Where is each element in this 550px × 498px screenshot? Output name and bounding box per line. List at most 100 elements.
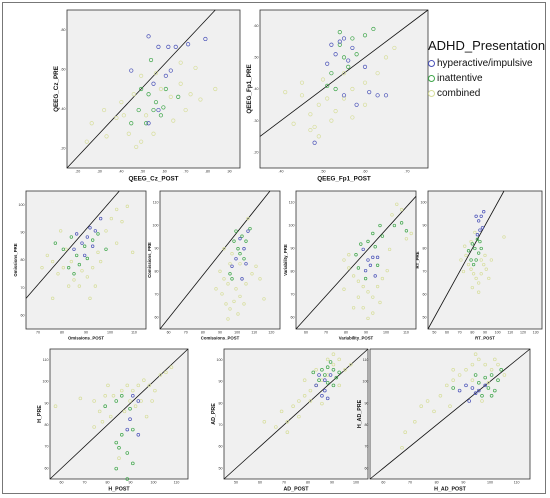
point-combined (125, 383, 130, 388)
point-combined (130, 250, 135, 255)
legend-label-inattentive: inattentive (437, 73, 483, 84)
x-axis-label: Omissions_POST (68, 335, 104, 340)
x-tick-label: .40 (119, 170, 124, 174)
point-combined (356, 279, 361, 283)
y-tick-label: 90 (155, 247, 159, 251)
y-tick-label: 60 (219, 445, 223, 449)
point-combined (230, 252, 234, 256)
point-hyperactive-impulsive (325, 61, 330, 66)
y-tick-label: 60 (45, 466, 49, 470)
point-inattentive (404, 229, 409, 233)
point-combined (343, 368, 347, 372)
point-combined (351, 274, 356, 278)
point-combined (463, 244, 467, 248)
x-axis-label: RT_POST (475, 335, 495, 340)
y-tick-label: 90 (291, 247, 295, 251)
point-combined (151, 131, 156, 136)
point-combined (477, 281, 481, 285)
reference-line-comissions-pre (159, 190, 271, 330)
plot-area-comissions-pre (159, 190, 281, 330)
point-hyperactive-impulsive (203, 36, 208, 42)
point-combined (153, 71, 159, 76)
point-combined (228, 307, 232, 311)
point-inattentive (148, 57, 154, 63)
x-tick-label: .70 (405, 170, 410, 174)
point-combined (466, 262, 471, 267)
point-combined (77, 284, 82, 288)
point-hyperactive-impulsive (483, 383, 487, 388)
scatter-plot-variability: 60 70 80 90 100 110 60 70 80 90 100 110 Variability_… (283, 190, 417, 340)
y-tick-label: 50 (219, 466, 223, 470)
point-combined (40, 265, 44, 270)
legend-marker-hyperactive (428, 60, 435, 67)
point-combined (98, 259, 103, 264)
point-combined (493, 357, 497, 362)
x-tick-label: 80 (106, 481, 110, 485)
point-combined (331, 362, 336, 367)
x-tick-label: 80 (306, 481, 310, 485)
point-combined (90, 265, 95, 270)
point-hyperactive-impulsive (337, 39, 342, 44)
x-tick-label: 100 (353, 481, 359, 485)
x-tick-label: 110 (131, 331, 137, 335)
point-combined (285, 420, 290, 424)
point-combined (459, 258, 463, 262)
x-axis-label: QEEG_Fp1_POST (317, 175, 371, 182)
point-combined (395, 202, 399, 206)
point-combined (342, 258, 346, 262)
point-combined (158, 86, 164, 92)
x-tick-label: 70 (282, 481, 286, 485)
point-combined (254, 264, 258, 268)
point-hyperactive-impulsive (346, 58, 351, 63)
point-combined (302, 378, 307, 382)
point-hyperactive-impulsive (475, 233, 480, 237)
y-tick-label: .60 (254, 24, 259, 28)
point-combined (361, 284, 365, 289)
point-hyperactive-impulsive (361, 247, 365, 252)
point-combined (114, 241, 119, 245)
point-combined (214, 287, 218, 291)
x-tick-label: 90 (364, 331, 368, 335)
y-tick-label: 60 (365, 466, 369, 470)
point-combined (469, 267, 473, 271)
point-inattentive (125, 451, 130, 455)
y-tick-label: .30 (254, 119, 259, 123)
point-combined (451, 378, 455, 382)
point-hyperactive-impulsive (477, 388, 481, 393)
y-tick-label: 90 (365, 401, 369, 405)
point-combined (119, 100, 124, 105)
point-combined (169, 365, 174, 369)
point-combined (400, 446, 404, 450)
point-combined (473, 352, 478, 356)
x-tick-label: 110 (174, 481, 180, 485)
point-combined (308, 388, 313, 393)
y-tick-label: 80 (155, 270, 159, 274)
point-hyperactive-impulsive (363, 268, 368, 273)
point-inattentive (470, 242, 474, 246)
point-inattentive (475, 237, 480, 241)
x-tick-label: .80 (205, 170, 210, 174)
point-combined (193, 65, 198, 71)
point-combined (489, 258, 493, 262)
point-combined (390, 213, 394, 217)
point-inattentive (234, 229, 238, 233)
x-tick-label: .40 (279, 170, 284, 174)
point-combined (283, 90, 288, 95)
point-inattentive (176, 94, 181, 99)
y-tick-label: 90 (21, 231, 25, 235)
point-combined (371, 311, 375, 315)
point-inattentive (337, 370, 341, 375)
point-combined (464, 253, 468, 258)
point-inattentive (333, 86, 338, 92)
point-combined (109, 216, 114, 221)
point-inattentive (69, 235, 74, 239)
point-inattentive (136, 107, 141, 113)
point-combined (432, 409, 436, 414)
point-hyperactive-impulsive (368, 263, 373, 267)
point-hyperactive-impulsive (230, 264, 234, 268)
scatter-plot-h: 60 70 80 90 100 110 60 70 80 90 100 110 H_POST H_PRE (37, 348, 189, 492)
point-hyperactive-impulsive (464, 383, 468, 388)
point-combined (131, 388, 135, 393)
point-combined (250, 272, 254, 276)
x-tick-label: 60 (381, 481, 385, 485)
